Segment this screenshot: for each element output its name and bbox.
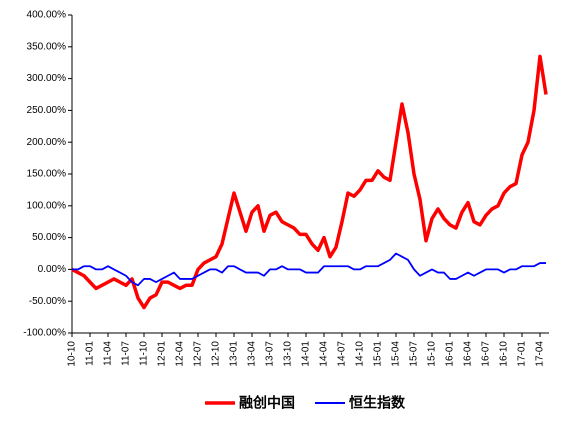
x-tick-label: 17-01 <box>517 341 528 367</box>
x-tick-label: 11-01 <box>85 341 96 366</box>
x-tick-label: 16-10 <box>499 341 510 367</box>
y-tick-label: 0.00% <box>38 264 66 275</box>
y-tick-label: 400.00% <box>27 10 67 21</box>
y-tick-label: -100.00% <box>23 328 66 339</box>
series-line <box>72 252 546 287</box>
y-tick-label: 300.00% <box>27 73 67 84</box>
series-line <box>71 54 548 310</box>
y-tick-label: 150.00% <box>27 169 67 180</box>
x-tick-label: 10-10 <box>67 341 78 367</box>
y-tick-label: 50.00% <box>32 232 66 243</box>
y-tick-label: -50.00% <box>29 296 66 307</box>
x-tick-label: 13-04 <box>247 341 258 367</box>
x-tick-label: 12-04 <box>175 341 186 367</box>
x-tick-label: 13-01 <box>229 341 240 367</box>
y-tick-label: 350.00% <box>27 41 67 52</box>
x-tick-label: 14-07 <box>337 341 348 367</box>
x-tick-label: 12-01 <box>157 341 168 367</box>
x-tick-label: 15-04 <box>391 341 402 367</box>
x-tick-label: 15-01 <box>373 341 384 367</box>
x-tick-label: 12-10 <box>211 341 222 367</box>
x-tick-label: 13-07 <box>265 341 276 367</box>
x-tick-label: 16-01 <box>445 341 456 367</box>
x-tick-label: 11-07 <box>121 341 132 366</box>
x-tick-label: 11-04 <box>103 341 114 366</box>
y-tick-label: 100.00% <box>27 200 67 211</box>
legend-text: 融创中国 <box>239 395 295 411</box>
x-tick-label: 16-04 <box>463 341 474 367</box>
y-tick-label: 250.00% <box>27 105 67 116</box>
x-tick-label: 17-04 <box>535 341 546 367</box>
x-tick-label: 14-10 <box>355 341 366 367</box>
x-tick-label: 12-07 <box>193 341 204 367</box>
x-tick-label: 11-10 <box>139 341 150 366</box>
x-tick-label: 15-07 <box>409 341 420 367</box>
x-tick-label: 16-07 <box>481 341 492 367</box>
legend-text: 恒生指数 <box>349 395 406 411</box>
x-tick-label: 15-10 <box>427 341 438 367</box>
x-tick-label: 14-01 <box>301 341 312 367</box>
x-tick-label: 14-04 <box>319 341 330 367</box>
y-tick-label: 200.00% <box>27 137 67 148</box>
x-tick-label: 13-10 <box>283 341 294 367</box>
